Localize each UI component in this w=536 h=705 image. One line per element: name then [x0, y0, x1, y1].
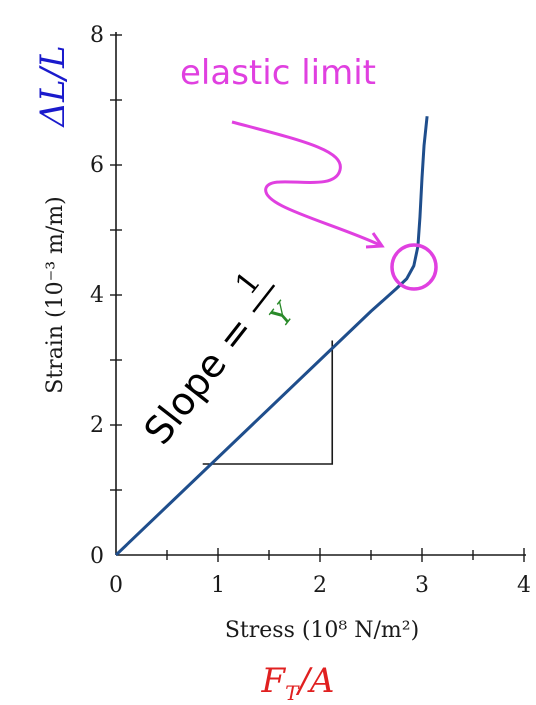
y-axis-label: Strain (10⁻³ m/m) — [43, 196, 68, 393]
x-tick-label: 1 — [211, 573, 225, 598]
elastic-limit-label: elastic limit — [180, 53, 376, 93]
slope-numerator: 1 — [229, 265, 268, 302]
slope-denominator: Y — [263, 296, 302, 333]
slope-label: Slope = — [135, 308, 262, 453]
x-tick-label: 3 — [415, 573, 429, 598]
formula-y-label: ΔL/L — [33, 45, 73, 128]
y-tick-label: 4 — [90, 283, 104, 308]
y-tick-label: 6 — [90, 153, 104, 178]
y-tick-label: 8 — [90, 23, 104, 48]
x-tick-label: 2 — [313, 573, 327, 598]
y-tick-label: 2 — [90, 413, 104, 438]
elastic-limit-arrow — [232, 122, 380, 245]
formula-x-label: FT/A — [261, 661, 335, 705]
slope-annotation: Slope = 1 Y — [123, 261, 307, 465]
x-axis-label: Stress (10⁸ N/m²) — [225, 618, 419, 643]
x-tick-label: 0 — [109, 573, 123, 598]
axis-ticks — [110, 35, 524, 562]
y-tick-label: 0 — [90, 544, 104, 569]
x-tick-label: 4 — [517, 573, 531, 598]
